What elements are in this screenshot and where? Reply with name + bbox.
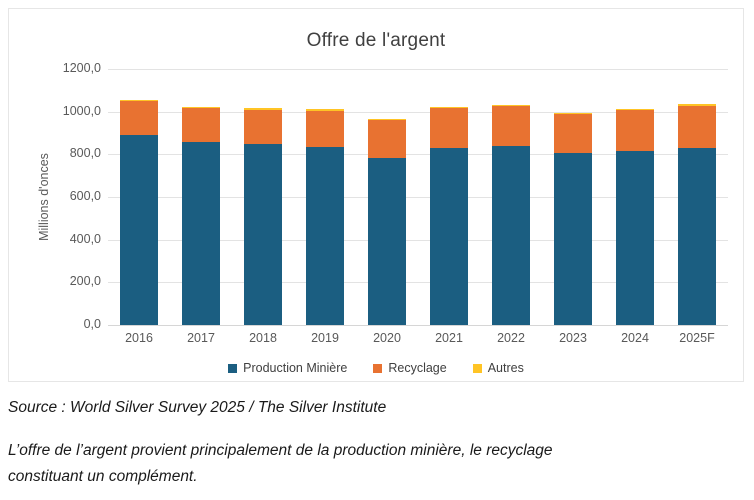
- plot-area: [108, 69, 728, 326]
- bar-stack[interactable]: [182, 106, 220, 325]
- bar-segment[interactable]: [120, 134, 158, 325]
- gridline: [108, 282, 728, 284]
- bar-stack[interactable]: [306, 108, 344, 325]
- bar-segment[interactable]: [244, 108, 282, 110]
- bar-stack[interactable]: [368, 119, 406, 325]
- legend-label: Autres: [487, 361, 524, 375]
- x-axis-tick: 2018: [249, 331, 277, 345]
- x-axis-tick: 2023: [559, 331, 587, 345]
- bar-segment[interactable]: [430, 147, 468, 325]
- bar-segment[interactable]: [244, 144, 282, 325]
- chart-legend: Production Minière Recyclage Autres: [9, 361, 743, 375]
- bar-segment[interactable]: [492, 106, 530, 147]
- bar-segment[interactable]: [120, 99, 158, 102]
- bar-stack[interactable]: [678, 104, 716, 325]
- bar-segment[interactable]: [492, 146, 530, 325]
- bar-segment[interactable]: [182, 141, 220, 325]
- bar-segment[interactable]: [182, 106, 220, 108]
- gridline: [108, 239, 728, 241]
- caption-area: Source : World Silver Survey 2025 / The …: [8, 398, 738, 490]
- bar-segment[interactable]: [306, 146, 344, 325]
- y-axis-label-text: Millions d'onces: [37, 153, 51, 241]
- bar-segment[interactable]: [182, 107, 220, 142]
- bar-segment[interactable]: [244, 109, 282, 145]
- legend-item[interactable]: Recyclage: [373, 361, 447, 375]
- x-axis-tick: 2019: [311, 331, 339, 345]
- legend-label: Production Minière: [243, 361, 348, 375]
- bar-segment[interactable]: [430, 107, 468, 109]
- bar-segment[interactable]: [616, 151, 654, 325]
- bar-segment[interactable]: [306, 108, 344, 112]
- bar-segment[interactable]: [554, 113, 592, 115]
- legend-swatch-icon: [228, 363, 238, 373]
- summary-line: L’offre de l’argent provient principalem…: [8, 442, 553, 485]
- bar-segment[interactable]: [430, 108, 468, 148]
- bar-segment[interactable]: [678, 104, 716, 107]
- x-axis-tick: 2025F: [679, 331, 715, 345]
- legend-item[interactable]: Autres: [472, 361, 524, 375]
- x-axis-tick: 2021: [435, 331, 463, 345]
- bar-stack[interactable]: [120, 99, 158, 325]
- y-axis-label: Millions d'onces: [35, 69, 53, 325]
- bar-segment[interactable]: [678, 106, 716, 148]
- bar-segment[interactable]: [492, 104, 530, 107]
- y-axis-tick: 600,0: [69, 189, 101, 203]
- legend-label: Recyclage: [388, 361, 447, 375]
- bar-segment[interactable]: [120, 101, 158, 135]
- bar-stack[interactable]: [492, 104, 530, 325]
- gridline: [108, 197, 728, 198]
- chart-title: Offre de l'argent: [306, 30, 446, 51]
- x-axis-tick: 2017: [187, 331, 215, 345]
- bar-segment[interactable]: [678, 147, 716, 325]
- y-axis-tick: 1000,0: [62, 103, 101, 118]
- bar-stack[interactable]: [554, 113, 592, 325]
- legend-swatch-icon: [472, 363, 482, 373]
- y-axis-tick: 200,0: [69, 274, 101, 289]
- bar-segment[interactable]: [368, 157, 406, 325]
- source-line: Source : World Silver Survey 2025 / The …: [8, 399, 387, 416]
- bar-stack[interactable]: [244, 108, 282, 325]
- bar-segment[interactable]: [554, 114, 592, 153]
- bar-segment[interactable]: [306, 111, 344, 147]
- gridline: [108, 69, 728, 70]
- x-axis-tick: 2016: [125, 331, 153, 345]
- chart-card: Offre de l'argent Millions d'onces 0,0 20…: [8, 8, 744, 382]
- bar-stack[interactable]: [430, 107, 468, 325]
- x-axis-tick: 2024: [621, 331, 649, 345]
- bar-segment[interactable]: [616, 109, 654, 152]
- gridline: [108, 325, 728, 326]
- legend-swatch-icon: [373, 363, 383, 373]
- gridline: [108, 111, 728, 113]
- x-axis-tick: 2022: [497, 331, 525, 345]
- legend-item[interactable]: Production Minière: [228, 361, 347, 375]
- x-axis-tick: 2020: [373, 331, 401, 345]
- y-axis-tick: 1200,0: [62, 61, 101, 75]
- y-axis-tick: 0,0: [83, 317, 101, 331]
- bar-segment[interactable]: [368, 120, 406, 158]
- bar-segment[interactable]: [616, 108, 654, 110]
- y-axis-tick: 400,0: [69, 231, 101, 246]
- gridline: [108, 154, 728, 156]
- y-axis-tick: 800,0: [69, 146, 101, 161]
- bar-segment[interactable]: [368, 119, 406, 121]
- bar-segment[interactable]: [554, 152, 592, 325]
- bar-stack[interactable]: [616, 108, 654, 325]
